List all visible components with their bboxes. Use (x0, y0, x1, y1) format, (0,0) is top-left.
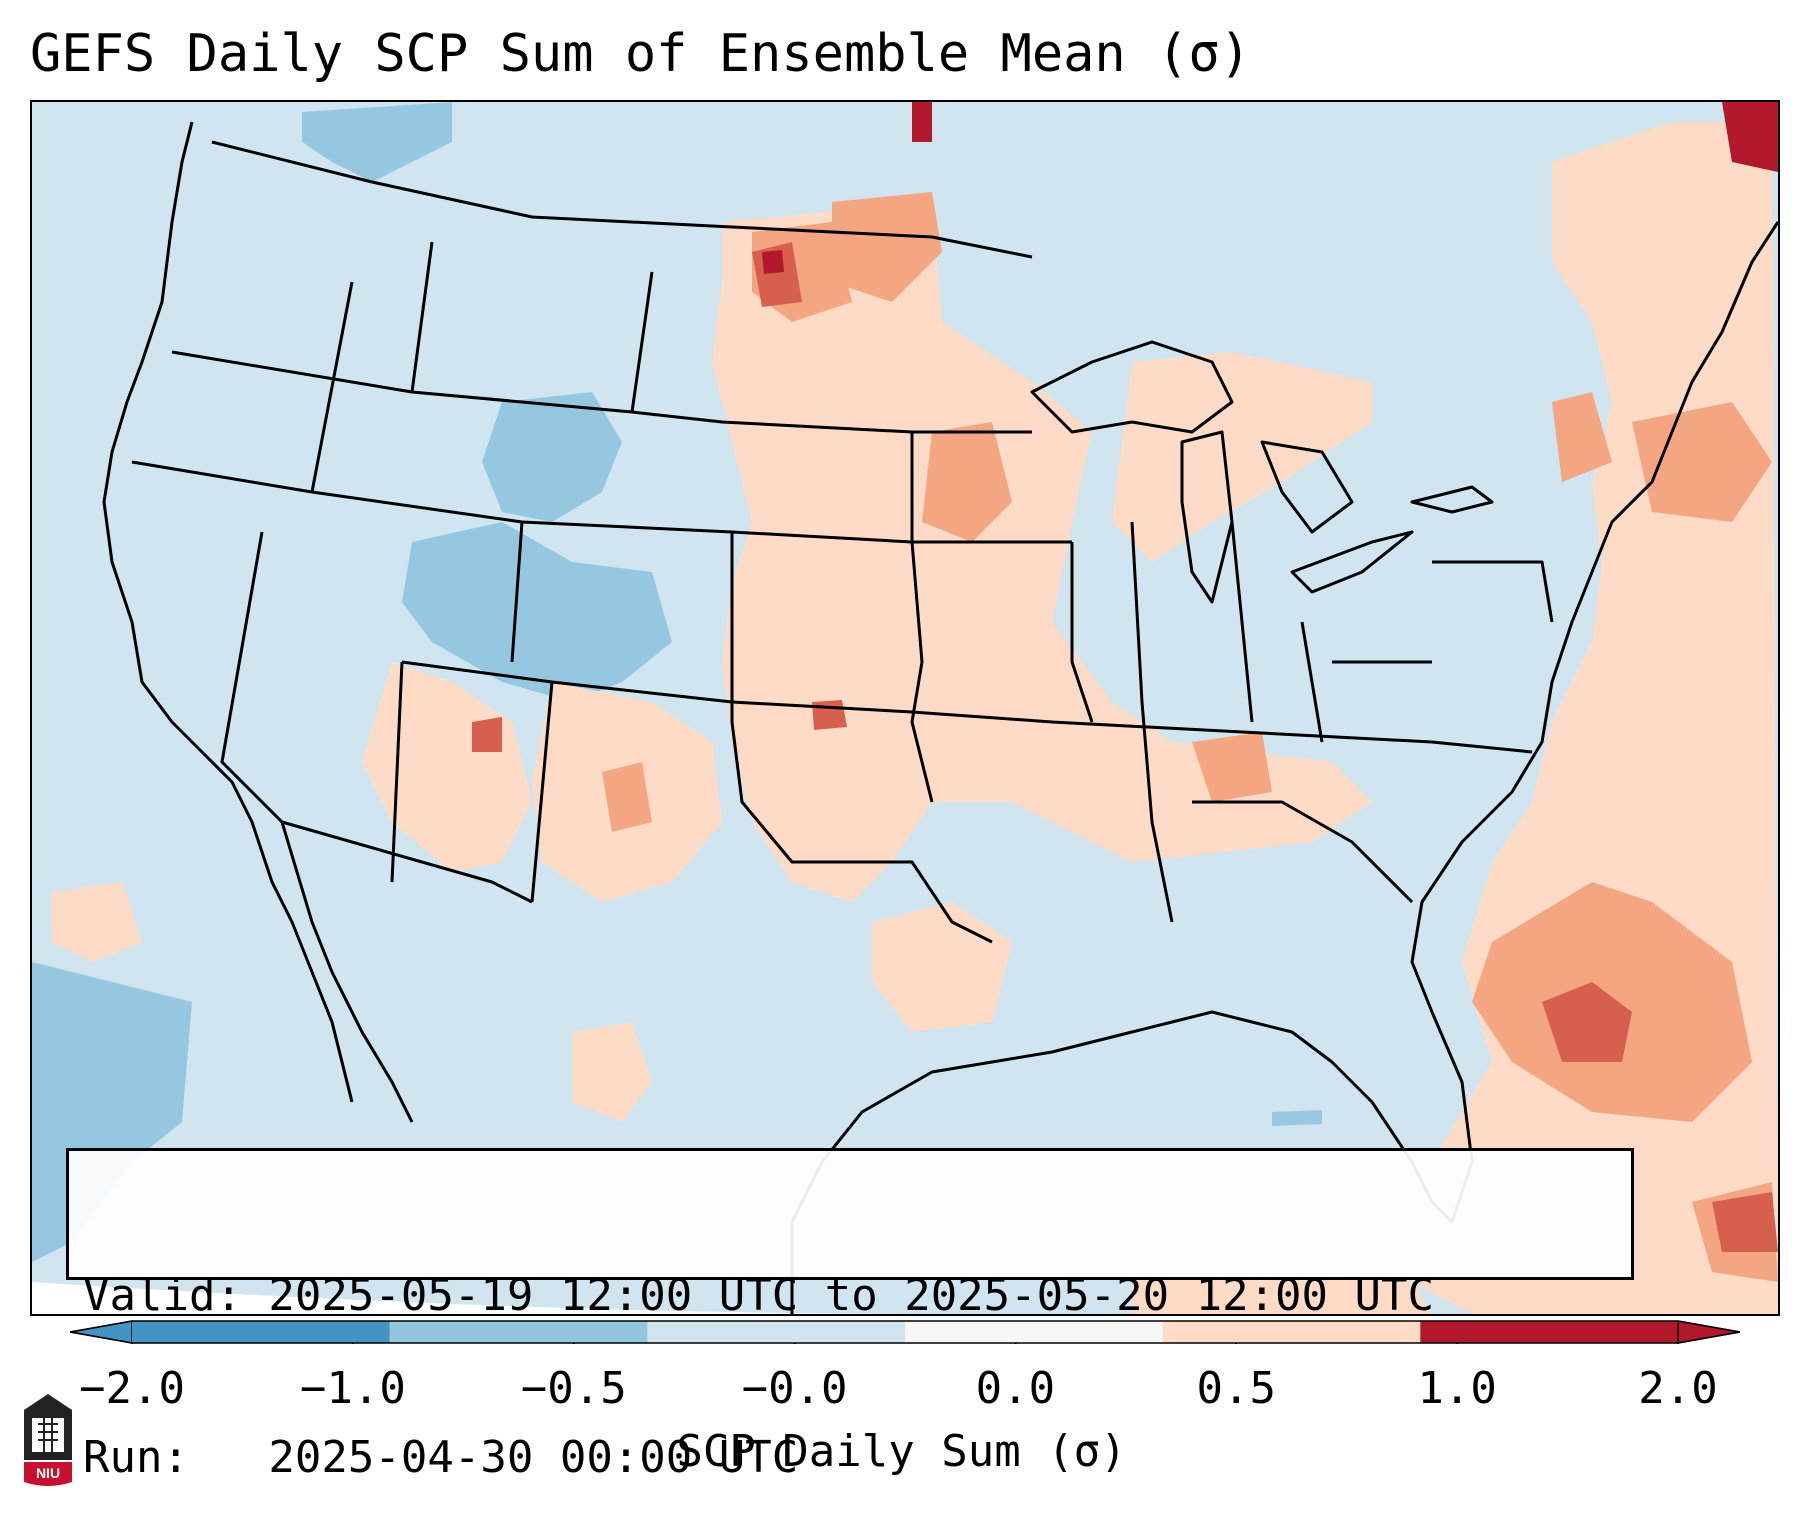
colorbar-tick-label: −2.0 (79, 1363, 185, 1414)
niu-logo-icon: NIU (24, 1394, 72, 1486)
positive-anomaly-region (812, 700, 847, 730)
colorbar-tick-label: 2.0 (1638, 1363, 1718, 1414)
coastline (790, 1010, 1454, 1314)
state-border (131, 241, 1554, 944)
positive-anomaly-region (762, 250, 784, 274)
coastline (1410, 221, 1778, 1223)
coastline (280, 821, 414, 1123)
colorbar-tick-label: 0.0 (975, 1363, 1056, 1414)
lake-outline (1410, 485, 1494, 514)
positive-anomaly-region (602, 762, 652, 832)
positive-anomaly-region (472, 717, 502, 752)
lake-outline (1260, 440, 1354, 534)
negative-anomaly-region (402, 522, 672, 702)
positive-anomaly-region (1112, 352, 1372, 562)
lake-outline (1180, 430, 1234, 604)
projection-edge (32, 1282, 932, 1314)
positive-anomaly-region (1722, 102, 1778, 172)
run-time-text: Run: 2025-04-30 00:00 UTC (83, 1432, 799, 1483)
colorbar-segment (132, 1321, 391, 1343)
colorbar-segment (389, 1321, 648, 1343)
colorbar-tick-label: 1.0 (1417, 1363, 1497, 1414)
positive-anomaly-region (712, 202, 1372, 902)
colorbar-segment (647, 1321, 906, 1343)
positive-anomaly-region (1192, 732, 1272, 802)
positive-anomaly-region (52, 882, 142, 962)
lake-outline (1030, 340, 1234, 434)
positive-anomaly-region (1542, 982, 1632, 1062)
negative-anomaly-region (1272, 1110, 1322, 1126)
map-title: GEFS Daily SCP Sum of Ensemble Mean (σ) (30, 24, 1251, 84)
valid-time-text: Valid: 2025-05-19 12:00 UTC to 2025-05-2… (83, 1270, 1435, 1321)
colorbar-title: SCP Daily Sum (σ) (676, 1426, 1127, 1477)
colorbar-tick-label: −0.0 (741, 1363, 848, 1414)
positive-anomaly-region (1552, 392, 1612, 482)
negative-anomaly-region (302, 102, 452, 182)
positive-anomaly-region (922, 422, 1012, 542)
positive-anomaly-region (1632, 402, 1772, 522)
colorbar-extend-min (70, 1320, 133, 1344)
map-panel (30, 100, 1780, 1316)
colorbar-segment (1420, 1321, 1679, 1343)
anomaly-field (32, 102, 1778, 1314)
lake-outline (1290, 530, 1414, 594)
positive-anomaly-region (912, 102, 932, 142)
colorbar-extend-max (1677, 1320, 1740, 1344)
positive-anomaly-region (362, 662, 532, 872)
negative-anomaly-region (482, 392, 622, 522)
colorbar-segment (905, 1321, 1164, 1343)
colorbar (70, 1320, 1740, 1344)
colorbar-segment (1162, 1321, 1421, 1343)
map-canvas (32, 102, 1778, 1314)
positive-anomaly-region (572, 1022, 652, 1122)
positive-anomaly-region (1712, 1192, 1778, 1252)
colorbar-tick-label: −0.5 (520, 1363, 627, 1414)
coastline (102, 121, 354, 1103)
logo-text: NIU (36, 1465, 60, 1481)
positive-anomaly-region (832, 192, 942, 302)
border-canada-us (211, 140, 1033, 259)
colorbar-tick-label: −1.0 (299, 1363, 406, 1414)
boundaries (102, 121, 1778, 1314)
colorbar-tick-label: 0.5 (1196, 1363, 1277, 1414)
valid-time-box: Valid: 2025-05-19 12:00 UTC to 2025-05-2… (66, 1148, 1634, 1483)
